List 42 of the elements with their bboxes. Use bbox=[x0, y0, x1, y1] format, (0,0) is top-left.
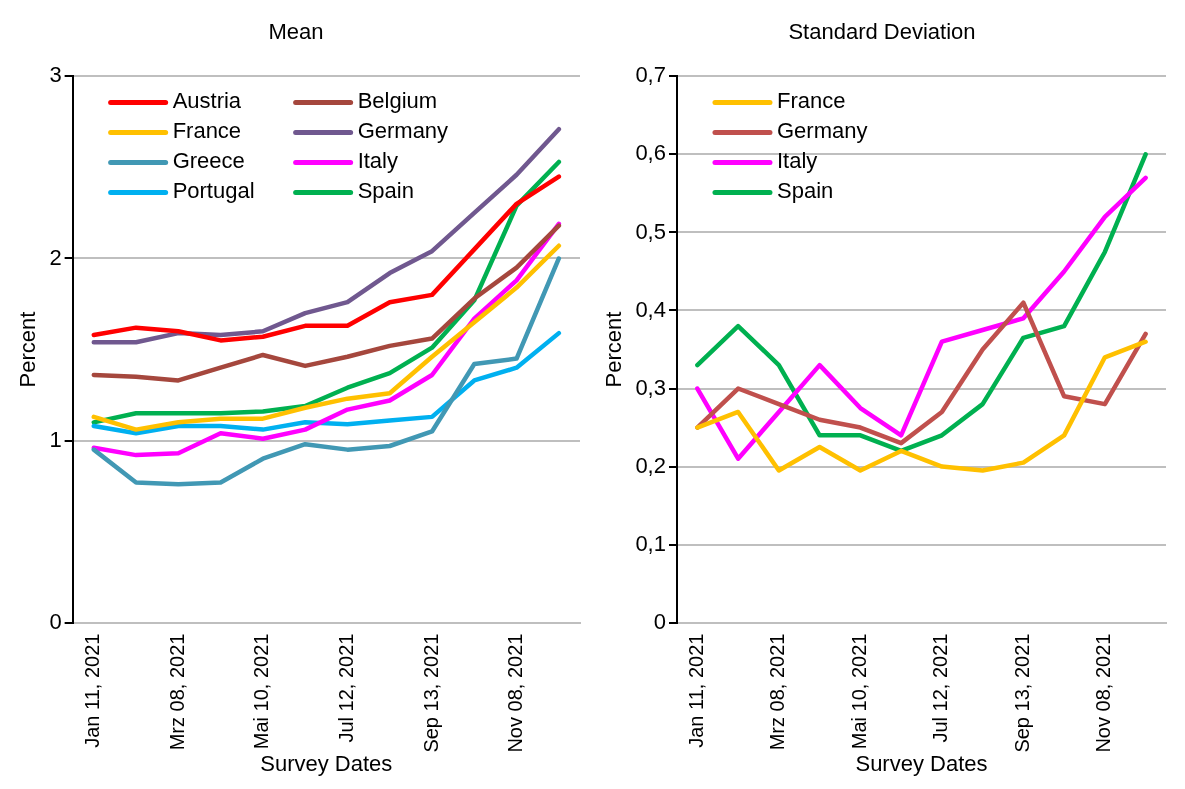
x-tick-label: Nov 08, 2021 bbox=[504, 633, 527, 753]
y-tick-label: 0 bbox=[653, 608, 666, 634]
legend-label: France bbox=[776, 88, 846, 114]
x-tick-label: Nov 08, 2021 bbox=[1092, 633, 1115, 753]
x-tick-label: Jan 11, 2021 bbox=[684, 633, 707, 748]
legend-label: Spain bbox=[776, 178, 834, 204]
legend-label: Germany bbox=[357, 118, 449, 144]
y-tick-label: 0 bbox=[49, 608, 62, 634]
y-tick-label: 0,2 bbox=[635, 452, 666, 478]
y-tick-label: 0,7 bbox=[635, 62, 666, 88]
y-tick-label: 0,1 bbox=[635, 530, 666, 556]
legend-label: Portugal bbox=[172, 178, 255, 204]
y-tick-label: 0,4 bbox=[635, 296, 666, 322]
x-axis-title: Survey Dates bbox=[260, 750, 393, 776]
chart-title: Mean bbox=[268, 19, 324, 45]
x-tick-label: Jul 12, 2021 bbox=[929, 633, 952, 743]
x-axis-title: Survey Dates bbox=[855, 750, 988, 776]
legend-label: Austria bbox=[172, 88, 242, 114]
y-axis-title: Percent bbox=[15, 311, 41, 388]
x-tick-label: Mai 10, 2021 bbox=[250, 633, 273, 750]
x-tick-label: Mrz 08, 2021 bbox=[766, 633, 789, 751]
legend-label: Italy bbox=[357, 148, 398, 174]
legend-label: Spain bbox=[357, 178, 414, 204]
legend-label: Germany bbox=[776, 118, 868, 144]
y-tick-label: 0,3 bbox=[635, 374, 666, 400]
x-tick-label: Mrz 08, 2021 bbox=[165, 633, 188, 751]
x-tick-label: Sep 13, 2021 bbox=[419, 633, 442, 753]
chart-title: Standard Deviation bbox=[788, 19, 976, 45]
x-tick-label: Mai 10, 2021 bbox=[847, 633, 870, 750]
x-tick-label: Sep 13, 2021 bbox=[1010, 633, 1033, 753]
y-tick-label: 0,5 bbox=[635, 218, 666, 244]
legend-label: Greece bbox=[172, 148, 245, 174]
y-axis-title: Percent bbox=[601, 311, 627, 388]
y-tick-label: 0,6 bbox=[635, 140, 666, 166]
x-tick-label: Jan 11, 2021 bbox=[81, 633, 104, 748]
x-tick-label: Jul 12, 2021 bbox=[334, 633, 357, 743]
legend-label: Italy bbox=[776, 148, 818, 174]
y-tick-label: 2 bbox=[49, 244, 62, 270]
legend-label: Belgium bbox=[357, 88, 438, 114]
y-tick-label: 3 bbox=[49, 62, 62, 88]
legend-label: France bbox=[172, 118, 242, 144]
y-tick-label: 1 bbox=[49, 426, 62, 452]
